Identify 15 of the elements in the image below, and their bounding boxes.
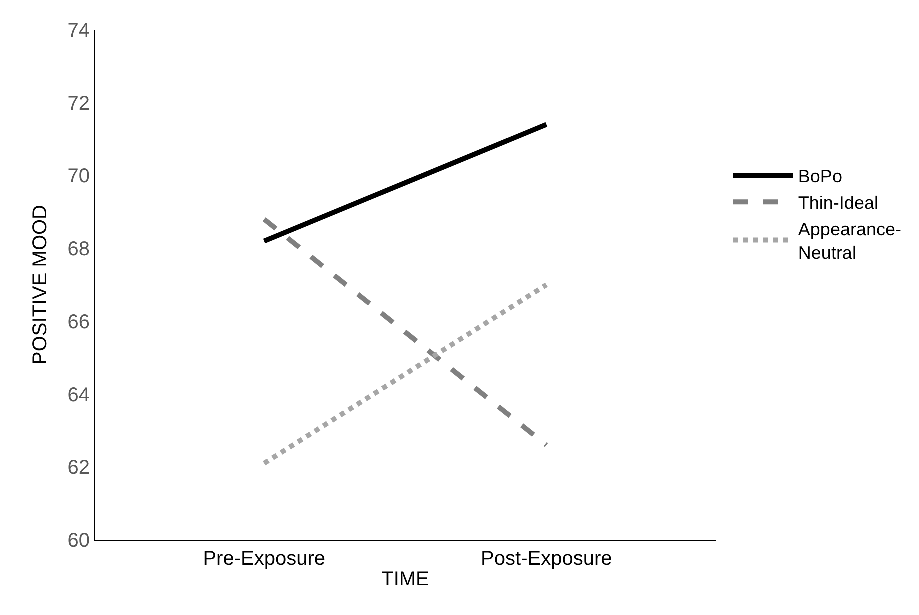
x-tick-label: Pre-Exposure [203,548,326,570]
legend-label: BoPo [798,166,842,187]
y-tick-label: 72 [68,92,90,115]
y-tick-label: 62 [68,457,90,480]
legend-label: Thin-Ideal [798,193,878,214]
legend-label: Appearance- Neutral [798,220,902,263]
y-tick-label: 64 [68,384,90,406]
y-tick-label: 68 [68,238,90,261]
x-tick-label: Post-Exposure [481,548,612,570]
y-tick-label: 60 [68,530,90,552]
y-tick-label: 74 [68,20,90,42]
x-axis-title: TIME [382,568,430,590]
y-tick-label: 66 [68,311,90,334]
y-tick-label: 70 [68,166,90,188]
y-axis-title: POSITIVE MOOD [29,204,52,366]
